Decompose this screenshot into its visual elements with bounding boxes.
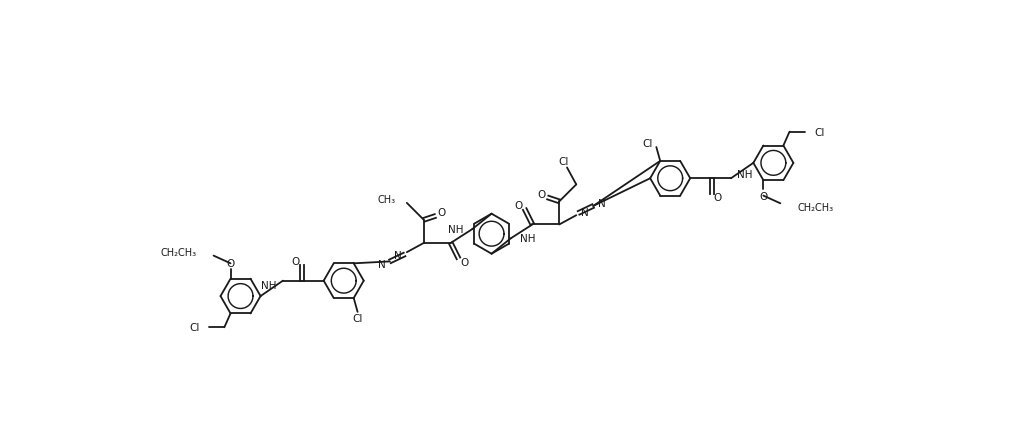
Text: O: O: [514, 201, 523, 211]
Text: NH: NH: [261, 280, 277, 290]
Text: Cl: Cl: [642, 139, 652, 149]
Text: O: O: [714, 193, 722, 203]
Text: N: N: [598, 198, 606, 208]
Text: NH: NH: [520, 234, 535, 244]
Text: CH₃: CH₃: [378, 194, 395, 204]
Text: NH: NH: [737, 170, 752, 180]
Text: N: N: [581, 207, 589, 217]
Text: O: O: [461, 258, 469, 268]
Text: CH₂CH₃: CH₂CH₃: [797, 203, 833, 213]
Text: O: O: [437, 207, 446, 217]
Text: Cl: Cl: [189, 322, 200, 332]
Text: Cl: Cl: [352, 313, 363, 323]
Text: N: N: [378, 260, 385, 270]
Text: CH₂CH₃: CH₂CH₃: [161, 247, 197, 257]
Text: Cl: Cl: [558, 157, 568, 167]
Text: O: O: [537, 189, 545, 199]
Text: NH: NH: [448, 224, 463, 234]
Text: Cl: Cl: [814, 127, 824, 137]
Text: N: N: [394, 251, 402, 261]
Text: O: O: [292, 257, 300, 267]
Text: O: O: [226, 259, 235, 269]
Text: O: O: [759, 191, 768, 201]
